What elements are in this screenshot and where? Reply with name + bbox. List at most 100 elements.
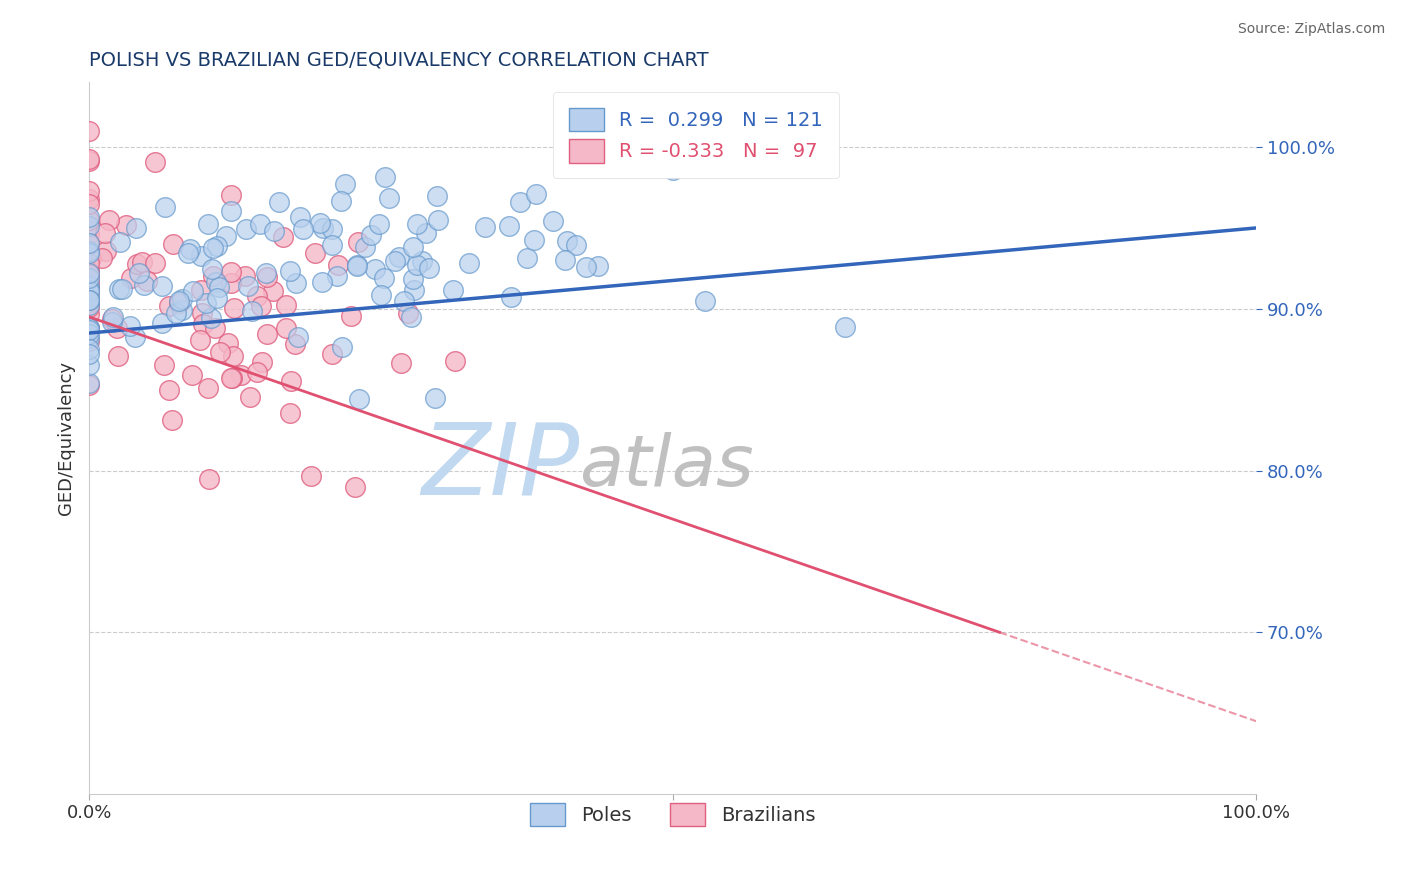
Point bbox=[269, 195, 291, 210]
Point bbox=[405, 258, 427, 272]
Point bbox=[443, 354, 465, 368]
Point bbox=[418, 261, 440, 276]
Point bbox=[221, 370, 243, 384]
Point bbox=[205, 291, 228, 305]
Point bbox=[77, 294, 100, 309]
Point bbox=[693, 293, 716, 308]
Point bbox=[238, 391, 260, 405]
Point bbox=[233, 269, 256, 284]
Point bbox=[564, 237, 586, 252]
Point bbox=[309, 216, 332, 230]
Point bbox=[311, 275, 333, 289]
Point bbox=[77, 154, 100, 169]
Text: ZIP: ZIP bbox=[420, 418, 579, 516]
Point bbox=[132, 277, 155, 292]
Legend: Poles, Brazilians: Poles, Brazilians bbox=[523, 795, 823, 834]
Point bbox=[373, 271, 395, 285]
Point bbox=[77, 255, 100, 269]
Point bbox=[143, 256, 166, 270]
Point bbox=[458, 256, 481, 270]
Point bbox=[77, 251, 100, 265]
Point bbox=[333, 177, 356, 191]
Point bbox=[193, 317, 215, 331]
Point bbox=[125, 221, 148, 235]
Point bbox=[77, 294, 100, 309]
Point bbox=[124, 329, 146, 343]
Point bbox=[77, 285, 100, 299]
Point bbox=[77, 192, 100, 206]
Point bbox=[426, 213, 449, 227]
Point bbox=[346, 259, 368, 273]
Point bbox=[77, 277, 100, 292]
Point bbox=[208, 345, 231, 359]
Point bbox=[77, 334, 100, 348]
Point bbox=[150, 279, 173, 293]
Point bbox=[236, 279, 259, 293]
Point bbox=[246, 365, 269, 379]
Point bbox=[110, 282, 132, 296]
Point bbox=[77, 322, 100, 336]
Point bbox=[222, 301, 245, 315]
Point bbox=[77, 184, 100, 198]
Point bbox=[157, 299, 180, 313]
Point bbox=[77, 235, 100, 250]
Point bbox=[77, 285, 100, 299]
Point bbox=[77, 197, 100, 211]
Point bbox=[77, 289, 100, 303]
Point bbox=[274, 298, 297, 312]
Point bbox=[222, 349, 245, 363]
Point bbox=[662, 163, 685, 178]
Point bbox=[77, 279, 100, 293]
Point bbox=[118, 319, 141, 334]
Point bbox=[273, 230, 295, 244]
Point bbox=[77, 210, 100, 224]
Point bbox=[77, 323, 100, 337]
Point bbox=[77, 236, 100, 251]
Point bbox=[77, 331, 100, 345]
Point bbox=[498, 219, 520, 233]
Point bbox=[194, 296, 217, 310]
Point bbox=[91, 252, 114, 266]
Point bbox=[325, 269, 347, 284]
Point bbox=[321, 238, 343, 252]
Point bbox=[312, 221, 335, 235]
Point bbox=[165, 306, 187, 320]
Point bbox=[77, 253, 100, 268]
Point bbox=[404, 283, 426, 297]
Point bbox=[77, 347, 100, 361]
Point bbox=[125, 257, 148, 271]
Point bbox=[249, 218, 271, 232]
Point bbox=[101, 310, 124, 324]
Point bbox=[77, 293, 100, 307]
Point bbox=[107, 349, 129, 363]
Point bbox=[402, 272, 425, 286]
Point bbox=[131, 255, 153, 269]
Point bbox=[179, 242, 201, 256]
Point bbox=[290, 210, 312, 224]
Point bbox=[77, 152, 100, 166]
Point bbox=[516, 252, 538, 266]
Point bbox=[235, 222, 257, 236]
Point bbox=[343, 480, 366, 494]
Point bbox=[252, 355, 274, 369]
Point bbox=[77, 264, 100, 278]
Point bbox=[77, 246, 100, 260]
Point bbox=[256, 326, 278, 341]
Point bbox=[575, 260, 598, 274]
Point bbox=[249, 299, 271, 313]
Point bbox=[77, 124, 100, 138]
Point bbox=[280, 374, 302, 388]
Point bbox=[364, 262, 387, 277]
Point bbox=[246, 289, 269, 303]
Point bbox=[77, 293, 100, 307]
Point bbox=[183, 285, 205, 299]
Point bbox=[77, 244, 100, 259]
Point bbox=[501, 290, 523, 304]
Text: POLISH VS BRAZILIAN GED/EQUIVALENCY CORRELATION CHART: POLISH VS BRAZILIAN GED/EQUIVALENCY CORR… bbox=[89, 51, 709, 70]
Point bbox=[208, 280, 231, 294]
Point bbox=[167, 296, 190, 310]
Point bbox=[586, 259, 609, 273]
Point bbox=[287, 330, 309, 344]
Point bbox=[411, 254, 433, 268]
Point bbox=[330, 194, 353, 208]
